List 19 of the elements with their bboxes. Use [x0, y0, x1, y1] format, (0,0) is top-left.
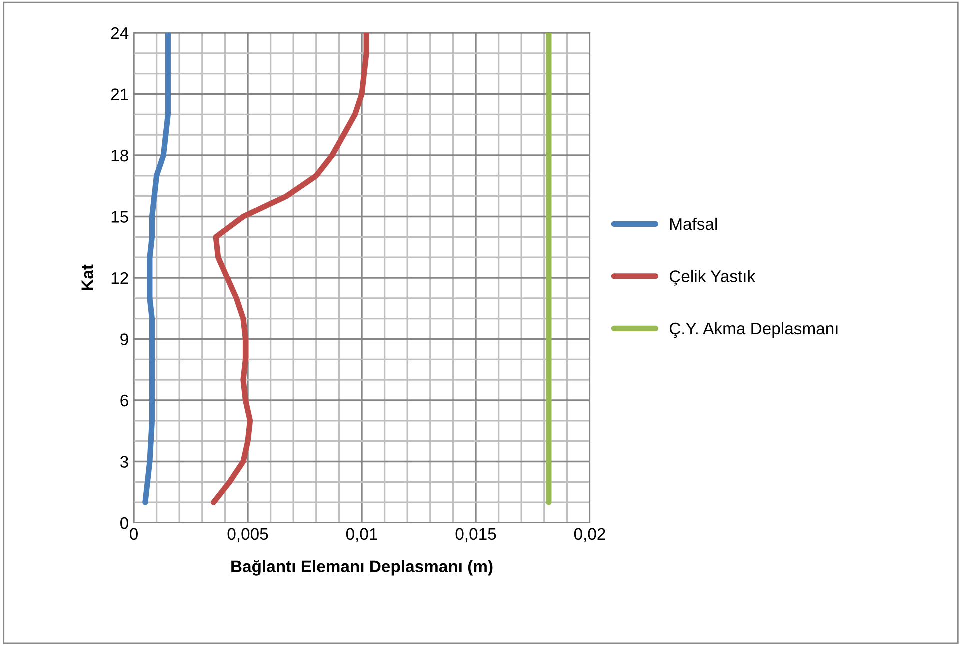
y-tick-label: 24: [111, 27, 129, 40]
y-tick-label: 12: [112, 272, 128, 284]
x-tick-label: 0,01: [346, 528, 378, 542]
x-tick-label: 0,015: [456, 528, 496, 542]
x-tick-label: 0: [130, 528, 138, 540]
y-tick-label: 9: [120, 334, 128, 346]
x-axis-title: Bağlantı Elemanı Deplasmanı (m): [232, 560, 493, 576]
x-tick-label: 0,005: [228, 528, 268, 542]
y-tick-label: 18: [112, 150, 128, 162]
y-tick-label: 0: [120, 517, 128, 530]
y-tick-label: 3: [120, 456, 128, 468]
y-tick-label: 21: [111, 88, 128, 100]
y-tick-label: 15: [112, 211, 128, 223]
y-tick-label: 6: [120, 394, 128, 407]
y-axis-title: Kat: [82, 264, 94, 290]
legend-label: Mafsal: [670, 218, 718, 230]
x-tick-label: 0,02: [574, 528, 606, 542]
legend-label: Çelik Yastık: [670, 270, 756, 286]
legend-label: Ç.Y. Akma Deplasmanı: [670, 322, 838, 338]
